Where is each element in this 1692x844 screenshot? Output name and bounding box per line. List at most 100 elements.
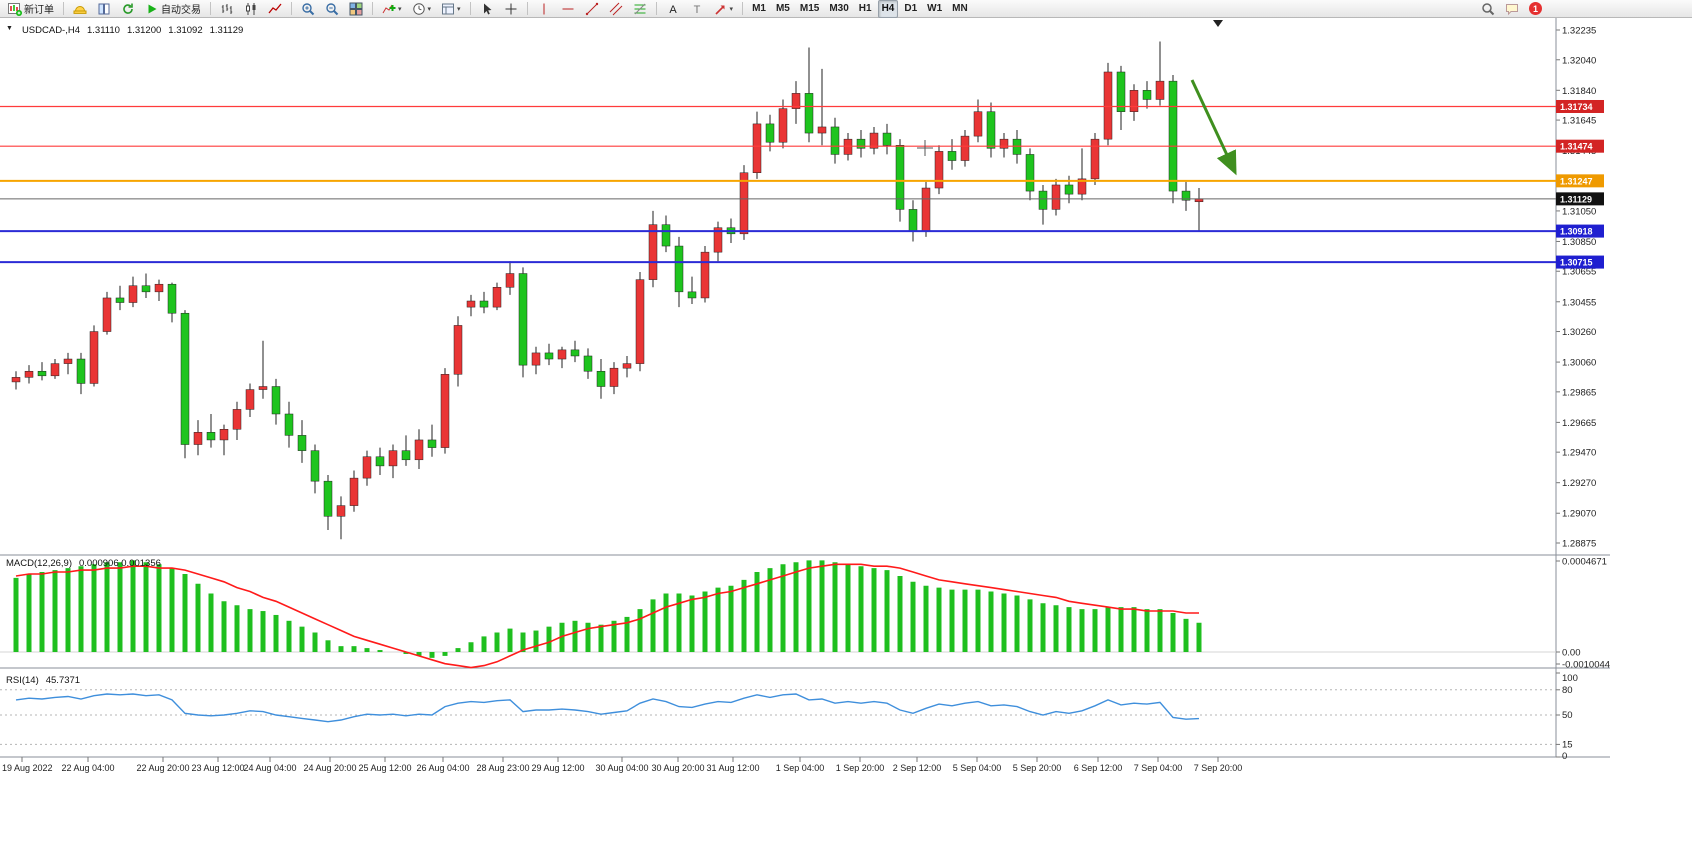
timeframe-mn[interactable]: MN	[948, 0, 972, 18]
neworder-icon	[8, 2, 22, 16]
timeframe-mn-label: MN	[952, 3, 968, 14]
svg-text:0: 0	[1562, 751, 1567, 762]
dropdown-caret-icon[interactable]: ▾	[457, 5, 461, 13]
indicators-icon	[382, 2, 396, 16]
dropdown-caret-icon[interactable]: ▾	[398, 5, 402, 13]
dropdown-caret-icon[interactable]: ▾	[729, 5, 734, 13]
trend-arrow[interactable]	[1190, 79, 1237, 176]
rsi-name: RSI(14)	[6, 675, 39, 686]
trendline-button[interactable]	[581, 0, 603, 18]
toolbar-separator	[63, 2, 64, 15]
svg-text:T: T	[693, 4, 700, 16]
bars-icon	[220, 2, 234, 16]
svg-text:1.30260: 1.30260	[1562, 327, 1596, 338]
price-tag	[1556, 192, 1604, 206]
channel-button[interactable]	[605, 0, 627, 18]
text-button[interactable]: A	[662, 0, 684, 18]
templates-button[interactable]: ▾	[437, 0, 465, 18]
expert-advisors-button[interactable]	[69, 0, 91, 18]
time-axis[interactable]: 19 Aug 2022 22 Aug 04:00 22 Aug 20:00 23 Au…	[2, 757, 1242, 773]
rsi-value: 45.7371	[45, 675, 81, 686]
template-icon	[441, 2, 455, 16]
dropdown-caret-icon[interactable]: ▾	[427, 5, 432, 13]
timeframe-m30[interactable]: M30	[825, 0, 852, 18]
fibonacci-button[interactable]	[629, 0, 651, 18]
annotations[interactable]	[917, 20, 1237, 176]
timeframe-m1[interactable]: M1	[748, 0, 770, 18]
svg-text:1.30850: 1.30850	[1562, 237, 1596, 248]
svg-text:1.31645: 1.31645	[1562, 116, 1596, 127]
svg-text:6 Sep 12:00: 6 Sep 12:00	[1074, 763, 1123, 773]
svg-text:1 Sep 20:00: 1 Sep 20:00	[836, 763, 885, 773]
refresh-button[interactable]	[117, 0, 139, 18]
notification-badge[interactable]: 1	[1525, 0, 1546, 18]
timeframe-d1[interactable]: D1	[900, 0, 921, 18]
timeframe-h1[interactable]: H1	[855, 0, 876, 18]
timeframe-d1-label: D1	[904, 3, 918, 14]
svg-text:7 Sep 20:00: 7 Sep 20:00	[1194, 763, 1243, 773]
chart-shift-marker[interactable]	[1213, 20, 1223, 27]
svg-text:1.32235: 1.32235	[1562, 26, 1596, 37]
ohlc-open: 1.31110	[87, 25, 120, 36]
window-menu-caret-icon[interactable]: ▼	[6, 25, 13, 32]
svg-text:100: 100	[1562, 673, 1578, 684]
svg-text:2 Sep 12:00: 2 Sep 12:00	[893, 763, 942, 773]
cursor-button[interactable]	[476, 0, 498, 18]
chart-line-button[interactable]	[264, 0, 286, 18]
timeframe-m5[interactable]: M5	[772, 0, 794, 18]
svg-text:1.30655: 1.30655	[1562, 267, 1596, 278]
svg-text:1.30918: 1.30918	[1560, 227, 1593, 237]
notification-count: 1	[1529, 2, 1542, 15]
chat-button[interactable]	[1501, 0, 1523, 18]
svg-text:1.32040: 1.32040	[1562, 55, 1596, 66]
timeframe-m15[interactable]: M15	[796, 0, 823, 18]
macd-name: MACD(12,26,9)	[6, 558, 72, 569]
autotrade-button[interactable]: 自动交易	[141, 0, 205, 18]
chart-bars-button[interactable]	[216, 0, 238, 18]
zoomout-icon	[325, 2, 339, 16]
timeframe-h4[interactable]: H4	[877, 0, 899, 18]
timeframe-m15-label: M15	[799, 3, 820, 14]
svg-text:29 Aug 12:00: 29 Aug 12:00	[531, 763, 584, 773]
periods-button[interactable]: ▾	[408, 0, 436, 18]
svg-text:26 Aug 04:00: 26 Aug 04:00	[416, 763, 469, 773]
channel-icon	[609, 2, 623, 16]
timeframe-w1[interactable]: W1	[923, 0, 946, 18]
play-icon	[145, 2, 159, 16]
indicators-button[interactable]: ▾	[378, 0, 406, 18]
toolbar-separator	[372, 2, 373, 15]
horizontal-lines[interactable]: 1.31734 1.31474 1.31247 1.30918 1.30715 1.311…	[0, 99, 1604, 269]
rsi-indicator-label: RSI(14) 45.7371	[6, 675, 80, 686]
zoom-in-button[interactable]	[297, 0, 319, 18]
svg-text:0.00: 0.00	[1562, 648, 1581, 659]
svg-text:0.0004671: 0.0004671	[1562, 557, 1607, 568]
svg-text:31 Aug 12:00: 31 Aug 12:00	[706, 763, 759, 773]
macd-indicator-label: MACD(12,26,9) 0.000906 0.001356	[6, 558, 161, 569]
crosshair-button[interactable]	[500, 0, 522, 18]
horizontal-line-button[interactable]	[557, 0, 579, 18]
candles-icon	[244, 2, 258, 16]
svg-text:1 Sep 04:00: 1 Sep 04:00	[776, 763, 825, 773]
vertical-line-button[interactable]	[533, 0, 555, 18]
label-button[interactable]: T	[686, 0, 708, 18]
chart-candles-button[interactable]	[240, 0, 262, 18]
toolbar-separator	[469, 2, 471, 15]
svg-text:7 Sep 04:00: 7 Sep 04:00	[1134, 763, 1183, 773]
svg-text:28 Aug 23:00: 28 Aug 23:00	[476, 763, 529, 773]
zoomin-icon	[301, 2, 315, 16]
svg-text:-0.0010044: -0.0010044	[1562, 660, 1610, 671]
timeframe-h1-label: H1	[858, 3, 872, 14]
tile-windows-button[interactable]	[345, 0, 367, 18]
price-tag	[1556, 255, 1604, 269]
search-button[interactable]	[1477, 0, 1499, 18]
new-order-button[interactable]: 新订单	[4, 0, 58, 18]
svg-text:A: A	[669, 4, 677, 16]
market-watch-button[interactable]	[93, 0, 115, 18]
toolbar-separator	[291, 2, 292, 15]
vline-icon	[537, 2, 551, 16]
zoom-out-button[interactable]	[321, 0, 343, 18]
ohlc-close: 1.31129	[209, 25, 244, 36]
arrows-button[interactable]: ▾	[710, 0, 738, 18]
